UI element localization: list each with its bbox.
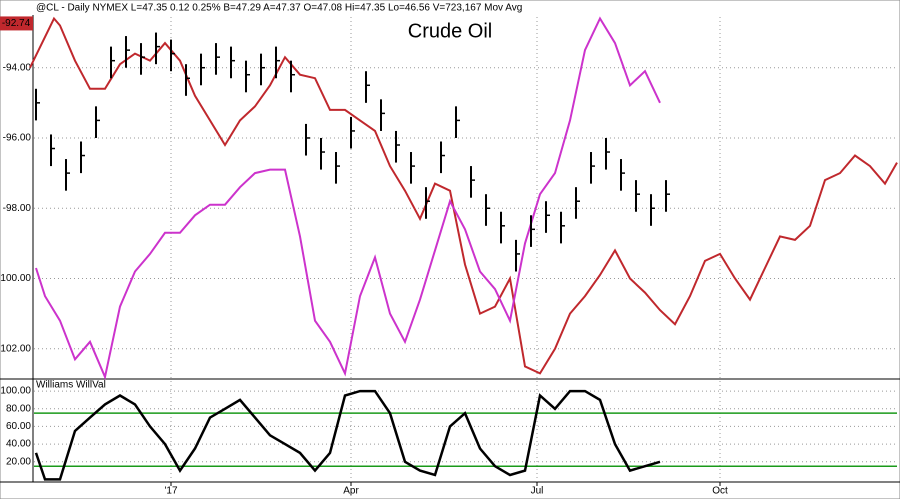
y-tick-label: -94.00 xyxy=(3,62,32,73)
y-tick-label: 60.00 xyxy=(6,421,31,432)
y-tick-label: -102.00 xyxy=(0,343,31,354)
willval-line xyxy=(34,389,661,481)
indicator-line xyxy=(29,16,898,375)
y-tick-label: 100.00 xyxy=(0,386,31,397)
header: @CL - Daily NYMEX L=47.35 0.12 0.25% B=4… xyxy=(36,3,522,14)
x-tick-label: Jul xyxy=(531,486,544,497)
last-price-label: -92.74 xyxy=(2,18,31,29)
y-tick-label: -100.00 xyxy=(0,273,31,284)
y-tick-label: 20.00 xyxy=(6,456,31,467)
y-tick-label: 40.00 xyxy=(6,439,31,450)
y-tick-label: -98.00 xyxy=(3,203,32,214)
y-tick-label: 80.00 xyxy=(6,403,31,414)
x-tick-label: Apr xyxy=(343,486,359,497)
x-tick-label: Oct xyxy=(712,486,728,497)
indicator-line xyxy=(35,16,661,381)
chart-title: Crude Oil xyxy=(408,20,492,42)
x-tick-label: '17 xyxy=(164,486,177,497)
indicator-title: Williams WillVal xyxy=(36,380,106,391)
y-tick-label: -96.00 xyxy=(3,133,32,144)
last-price-box xyxy=(0,16,33,31)
